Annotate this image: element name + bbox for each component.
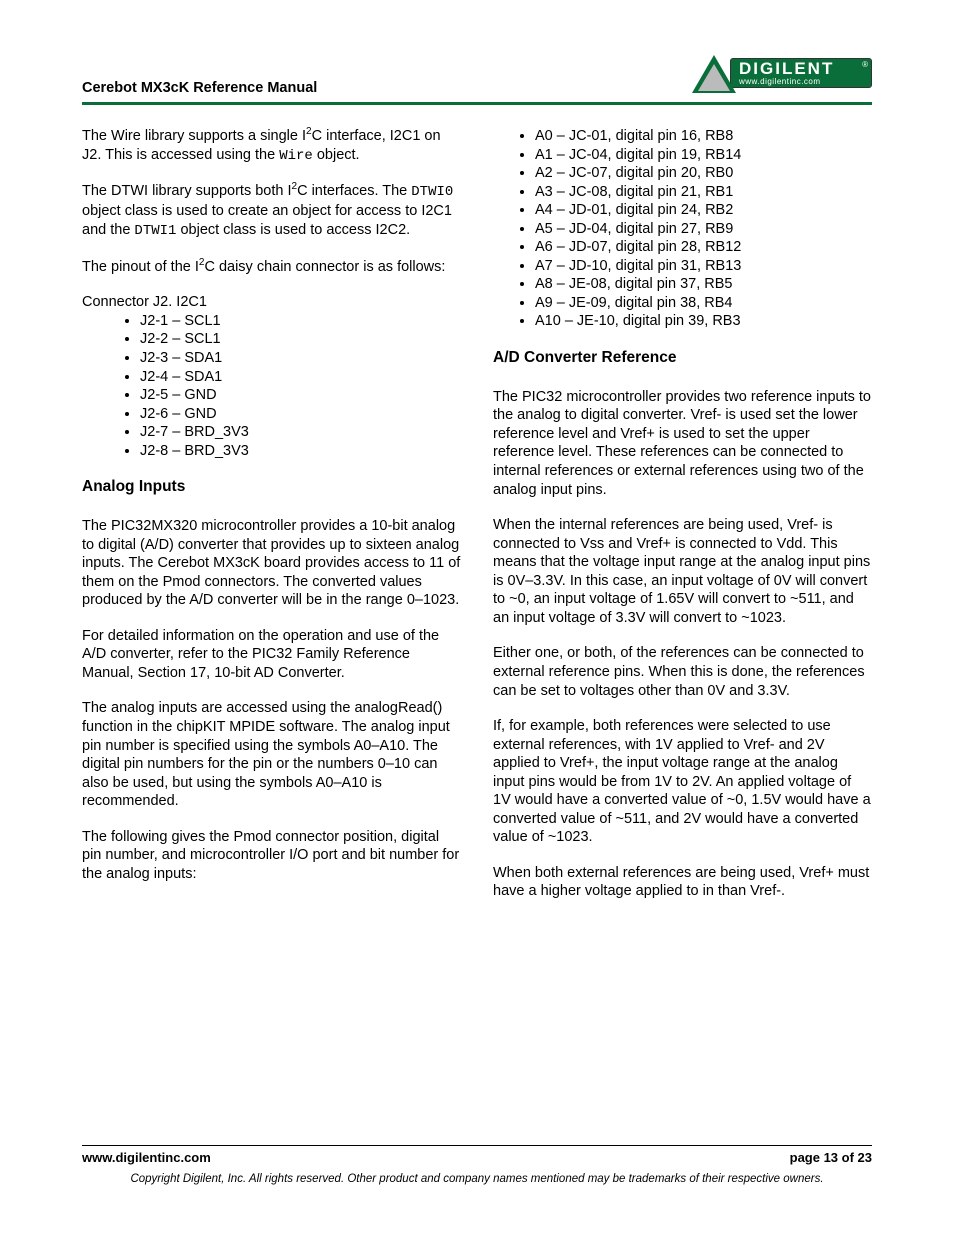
list-item: J2-5 – GND (140, 386, 461, 405)
code-dtwi0: DTWI0 (411, 184, 453, 200)
header-title: Cerebot MX3cK Reference Manual (82, 80, 317, 96)
list-item: J2-7 – BRD_3V3 (140, 423, 461, 442)
page-header: Cerebot MX3cK Reference Manual DIGILENT … (82, 58, 872, 96)
footer-row: www.digilentinc.com page 13 of 23 (82, 1150, 872, 1165)
logo-bar: DIGILENT www.digilentinc.com ® (730, 58, 872, 88)
logo-name: DIGILENT (739, 60, 871, 77)
para-analogread: The analog inputs are accessed using the… (82, 699, 461, 810)
heading-analog-inputs: Analog Inputs (82, 477, 461, 497)
list-item: A8 – JE-08, digital pin 37, RB5 (535, 275, 872, 294)
para-pmod-intro: The following gives the Pmod connector p… (82, 828, 461, 884)
connector-list: J2-1 – SCL1J2-2 – SCL1J2-3 – SDA1J2-4 – … (140, 312, 461, 460)
para-ad-4: If, for example, both references were se… (493, 717, 872, 847)
list-item: A10 – JE-10, digital pin 39, RB3 (535, 312, 872, 331)
page-footer: www.digilentinc.com page 13 of 23 Copyri… (82, 1145, 872, 1185)
text: C daisy chain connector is as follows: (204, 259, 445, 275)
logo-registered: ® (862, 60, 868, 69)
list-item: A4 – JD-01, digital pin 24, RB2 (535, 201, 872, 220)
left-column: The Wire library supports a single I2C i… (82, 127, 461, 901)
list-item: A7 – JD-10, digital pin 31, RB13 (535, 257, 872, 276)
list-item: A5 – JD-04, digital pin 27, RB9 (535, 220, 872, 239)
list-item: A0 – JC-01, digital pin 16, RB8 (535, 127, 872, 146)
para-pinout: The pinout of the I2C daisy chain connec… (82, 258, 461, 277)
para-dtwi: The DTWI library supports both I2C inter… (82, 182, 461, 240)
footer-url: www.digilentinc.com (82, 1150, 211, 1165)
list-item: A1 – JC-04, digital pin 19, RB14 (535, 146, 872, 165)
list-item: J2-4 – SDA1 (140, 368, 461, 387)
list-item: J2-8 – BRD_3V3 (140, 442, 461, 461)
analog-pin-list: A0 – JC-01, digital pin 16, RB8A1 – JC-0… (535, 127, 872, 331)
para-ad-1: The PIC32 microcontroller provides two r… (493, 388, 872, 499)
para-ad-3: Either one, or both, of the references c… (493, 644, 872, 700)
list-item: J2-6 – GND (140, 405, 461, 424)
para-analog-ref: For detailed information on the operatio… (82, 627, 461, 683)
footer-copyright: Copyright Digilent, Inc. All rights rese… (82, 1173, 872, 1185)
text: The DTWI library supports both I (82, 183, 292, 199)
list-item: A2 – JC-07, digital pin 20, RB0 (535, 164, 872, 183)
code-dtwi1: DTWI1 (134, 223, 176, 239)
text: C interfaces. The (297, 183, 411, 199)
list-item: J2-1 – SCL1 (140, 312, 461, 331)
connector-heading: Connector J2. I2C1 (82, 293, 461, 312)
content-columns: The Wire library supports a single I2C i… (82, 127, 872, 901)
header-divider (82, 102, 872, 105)
list-item: J2-3 – SDA1 (140, 349, 461, 368)
connector-section: Connector J2. I2C1 J2-1 – SCL1J2-2 – SCL… (82, 293, 461, 460)
para-ad-5: When both external references are being … (493, 864, 872, 901)
text: The pinout of the I (82, 259, 199, 275)
text: object class is used to access I2C2. (176, 222, 410, 238)
para-analog-intro: The PIC32MX320 microcontroller provides … (82, 517, 461, 610)
digilent-logo: DIGILENT www.digilentinc.com ® (692, 58, 872, 96)
list-item: A3 – JC-08, digital pin 21, RB1 (535, 183, 872, 202)
para-wire: The Wire library supports a single I2C i… (82, 127, 461, 165)
heading-ad-converter: A/D Converter Reference (493, 348, 872, 368)
logo-url: www.digilentinc.com (739, 78, 871, 86)
text: object. (313, 147, 360, 163)
text: The Wire library supports a single I (82, 128, 306, 144)
footer-divider (82, 1145, 872, 1146)
document-page: Cerebot MX3cK Reference Manual DIGILENT … (0, 0, 954, 1235)
list-item: A6 – JD-07, digital pin 28, RB12 (535, 238, 872, 257)
code-wire: Wire (279, 148, 313, 164)
right-column: A0 – JC-01, digital pin 16, RB8A1 – JC-0… (493, 127, 872, 901)
list-item: J2-2 – SCL1 (140, 330, 461, 349)
para-ad-2: When the internal references are being u… (493, 516, 872, 627)
list-item: A9 – JE-09, digital pin 38, RB4 (535, 294, 872, 313)
footer-page-number: page 13 of 23 (790, 1150, 872, 1165)
